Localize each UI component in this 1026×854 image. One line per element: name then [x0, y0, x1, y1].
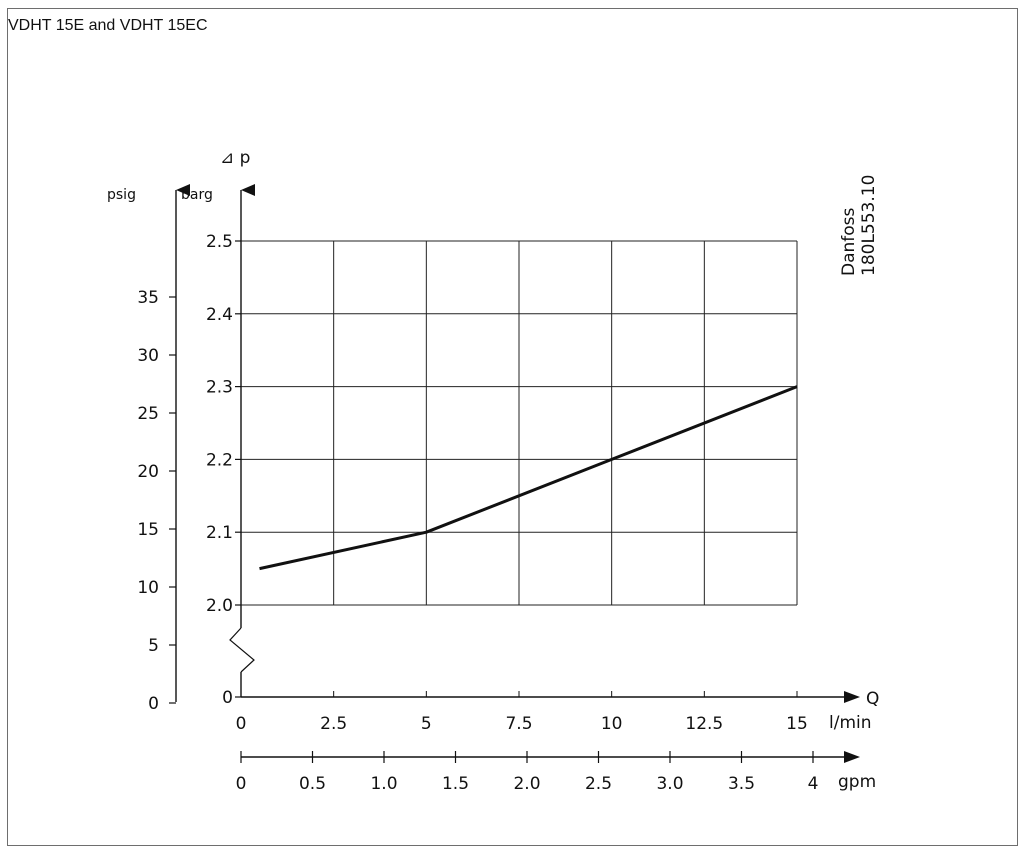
- grid: [241, 240, 798, 606]
- axes: [169, 184, 860, 763]
- gpm-tick-label: 2.5: [585, 774, 612, 794]
- psig-tick-label: 0: [148, 694, 159, 714]
- psig-tick-label: 30: [137, 346, 159, 366]
- y-unit-secondary: psig: [107, 187, 136, 203]
- y-tick-label: 2.3: [206, 378, 233, 398]
- axis-labels: 0 2.5 5 7.5 10 12.5 152.02.12.22.32.42.5005101…: [137, 232, 818, 794]
- gpm-tick-label: 4: [808, 774, 819, 794]
- y-tick-label: 2.2: [206, 450, 233, 470]
- y-tick-label: 2.1: [206, 523, 233, 543]
- gpm-tick-label: 3.0: [656, 774, 683, 794]
- side-note-line2: 180L553.10: [859, 175, 879, 276]
- x-symbol: Q: [866, 689, 879, 709]
- x-tick-label: 12.5: [685, 714, 723, 734]
- y-tick-label: 2.5: [206, 232, 233, 252]
- x-unit-secondary: gpm: [838, 772, 876, 792]
- series-line: [259, 385, 798, 571]
- figure-frame: VDHT 15E and VDHT 15EC: [7, 8, 1018, 846]
- series-layer: [259, 385, 798, 571]
- x-unit-primary: l/min: [829, 713, 872, 733]
- gpm-axis-arrow: [844, 751, 860, 763]
- x-tick-label: 5: [421, 714, 432, 734]
- gpm-tick-label: 0: [236, 774, 247, 794]
- gpm-tick-label: 0.5: [299, 774, 326, 794]
- psig-tick-label: 10: [137, 578, 159, 598]
- gpm-tick-label: 1.5: [442, 774, 469, 794]
- gpm-tick-label: 3.5: [728, 774, 755, 794]
- x-tick-label: 2.5: [320, 714, 347, 734]
- side-note-line1: Danfoss: [839, 207, 859, 276]
- gpm-tick-label: 1.0: [370, 774, 397, 794]
- x-tick-label: 0: [236, 714, 247, 734]
- y-tick-label: 2.4: [206, 305, 233, 325]
- psig-tick-label: 35: [137, 288, 159, 308]
- side-note: Danfoss 180L553.10: [839, 175, 879, 276]
- psig-tick-label: 25: [137, 404, 159, 424]
- y-zero-label: 0: [222, 688, 233, 708]
- chart-title: VDHT 15E and VDHT 15EC: [8, 17, 208, 34]
- x-tick-label: 10: [601, 714, 623, 734]
- y-symbol: ⊿ p: [220, 148, 250, 168]
- psig-tick-label: 5: [148, 636, 159, 656]
- x-tick-label: 7.5: [505, 714, 532, 734]
- y-tick-label: 2.0: [206, 596, 233, 616]
- y-unit-primary: barg: [181, 187, 213, 203]
- x-axis-arrow: [844, 691, 860, 703]
- x-tick-label: 15: [786, 714, 808, 734]
- psig-tick-label: 20: [137, 462, 159, 482]
- psig-tick-label: 15: [137, 520, 159, 540]
- gpm-tick-label: 2.0: [513, 774, 540, 794]
- axis-break: [229, 627, 255, 673]
